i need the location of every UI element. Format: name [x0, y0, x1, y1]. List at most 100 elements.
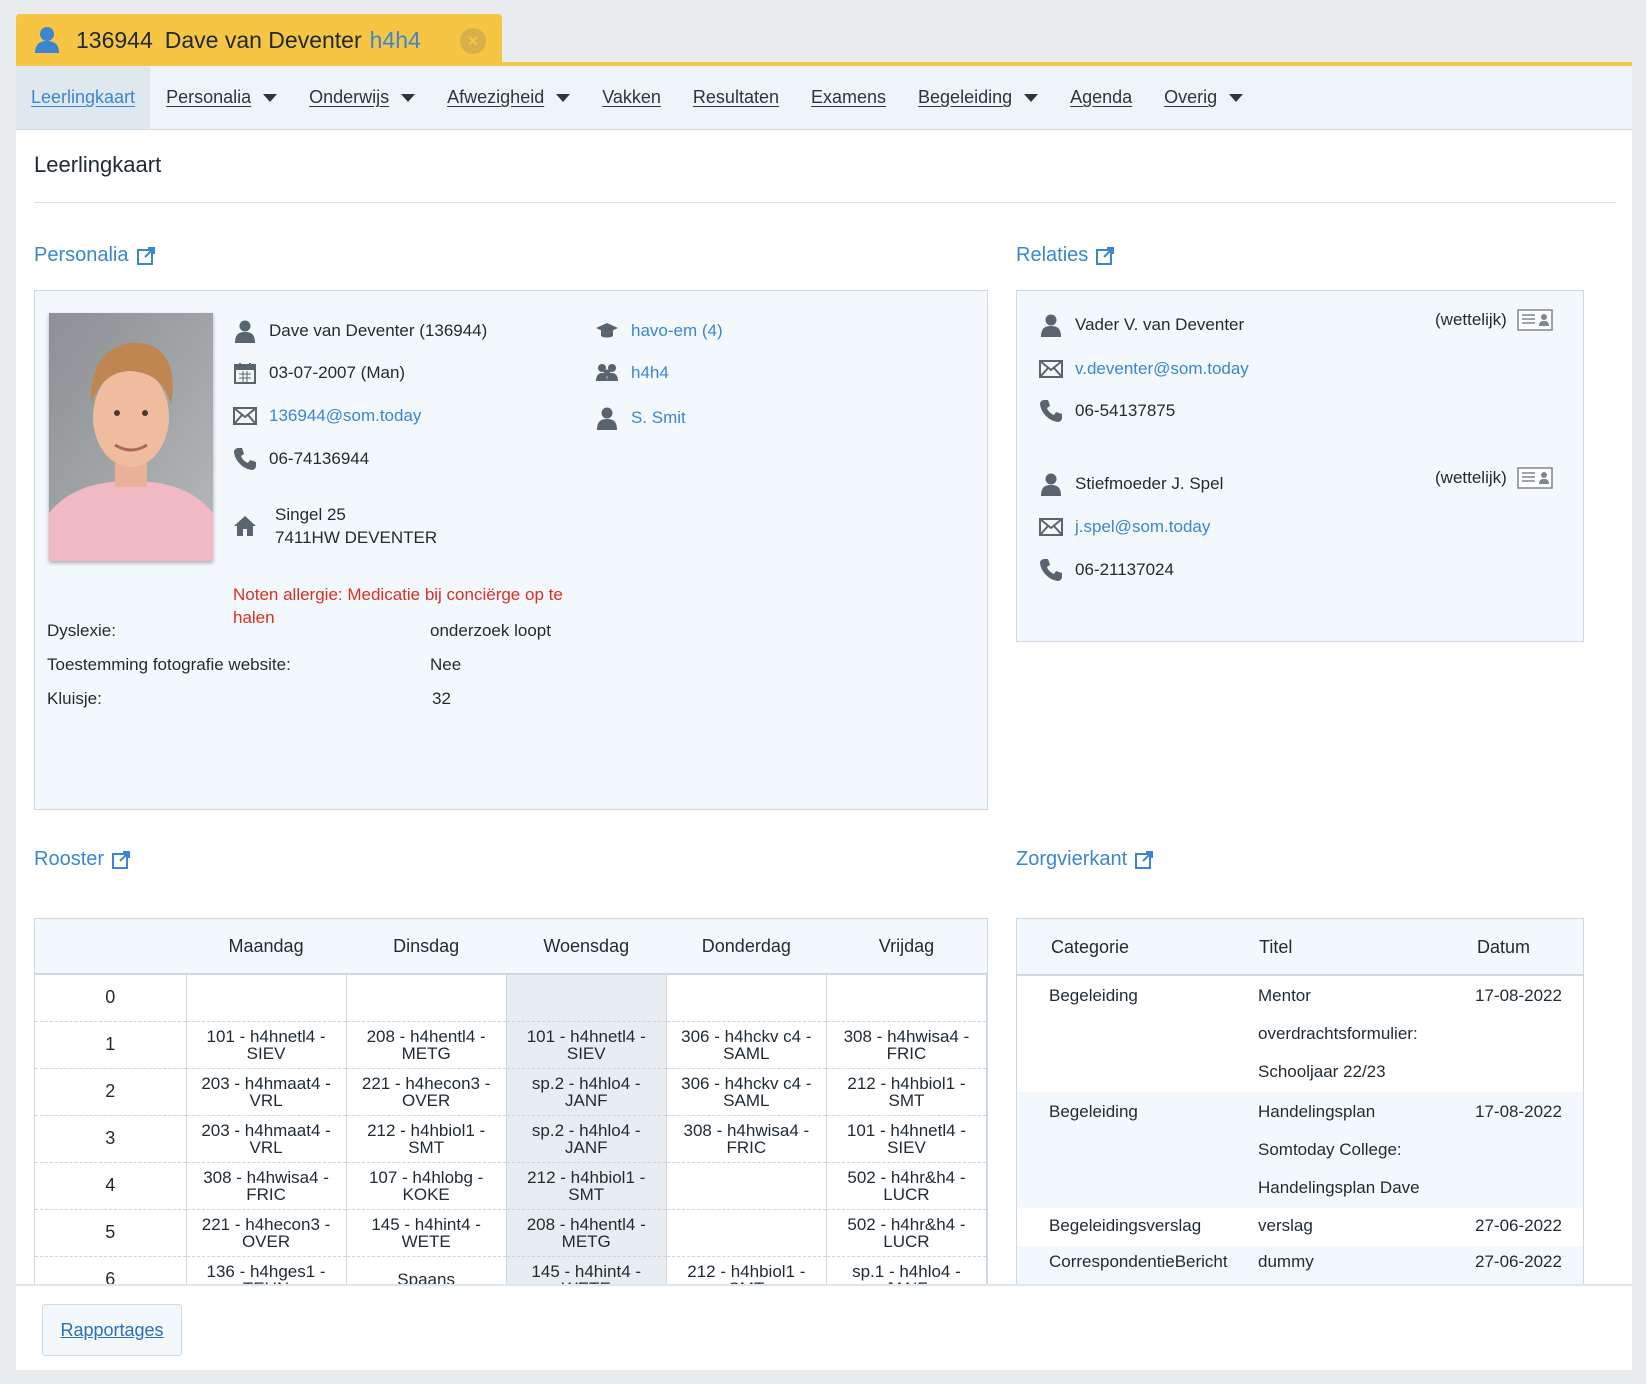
relation-email-link[interactable]: j.spel@som.today [1075, 517, 1211, 536]
relaties-heading[interactable]: Relaties [1016, 244, 1115, 267]
rooster-heading[interactable]: Rooster [34, 848, 131, 871]
field-value: Nee [430, 655, 462, 674]
caret-down-icon [556, 93, 571, 102]
envelope-icon [233, 407, 257, 425]
relation-legal: (wettelijk) [1435, 467, 1553, 489]
student-tab[interactable]: 136944 Dave van Deventer h4h4 × [16, 14, 502, 66]
user-icon [597, 407, 617, 430]
lesson-cell[interactable]: 212 - h4hbiol1 - SMT [826, 1068, 987, 1116]
user-icon [235, 320, 255, 343]
relaties-heading-label: Relaties [1016, 244, 1089, 266]
nav-onderwijs[interactable]: Onderwijs [293, 66, 431, 129]
lesson-cell[interactable]: 203 - h4hmaat4 - VRL [186, 1115, 347, 1163]
external-link-icon [136, 246, 155, 265]
relation-email-link[interactable]: v.deventer@som.today [1075, 359, 1249, 378]
mentor-link[interactable]: S. Smit [631, 408, 686, 427]
lesson-cell[interactable]: 145 - h4hint4 - WETE [346, 1209, 507, 1257]
lesson-cell[interactable]: 145 - h4hint4 - WETE [506, 1256, 667, 1287]
lesson-cell[interactable]: 101 - h4hnetl4 - SIEV [826, 1115, 987, 1163]
table-row[interactable]: Begeleidingsverslag verslag 27-06-2022 [1017, 1208, 1583, 1246]
envelope-icon [1039, 518, 1063, 536]
nav-examens[interactable]: Examens [795, 66, 902, 129]
hour-cell: 1 [35, 1021, 187, 1069]
lesson-cell[interactable]: sp.2 - h4hlo4 - JANF [506, 1115, 667, 1163]
nav-vakken[interactable]: Vakken [586, 66, 677, 129]
id-card-icon[interactable] [1517, 309, 1553, 331]
lesson-cell[interactable]: 101 - h4hnetl4 - SIEV [186, 1021, 347, 1069]
lesson-cell[interactable] [666, 1162, 827, 1210]
field-label: Toestemming fotografie website: [47, 655, 291, 674]
education-link[interactable]: havo-em (4) [631, 321, 723, 340]
lesson-cell[interactable]: 221 - h4hecon3 - OVER [346, 1068, 507, 1116]
rapportages-button[interactable]: Rapportages [42, 1304, 182, 1356]
lesson-cell[interactable]: 107 - h4hlobg - KOKE [346, 1162, 507, 1210]
lesson-cell[interactable]: 308 - h4hwisa4 - FRIC [826, 1021, 987, 1069]
external-link-icon [112, 850, 131, 869]
birth-date: 03-07-2007 (Man) [269, 363, 406, 382]
lesson-cell[interactable]: 306 - h4hckv c4 - SAML [666, 1021, 827, 1069]
table-row[interactable]: Begeleiding Handelingsplan Somtoday Coll… [1017, 1092, 1583, 1208]
lesson-cell[interactable] [666, 1209, 827, 1257]
lesson-cell[interactable] [186, 974, 347, 1022]
title-divider [34, 202, 1616, 203]
nav-begeleiding[interactable]: Begeleiding [902, 66, 1054, 129]
lesson-cell[interactable] [666, 974, 827, 1022]
hour-cell: 4 [35, 1162, 187, 1210]
lesson-cell[interactable] [506, 974, 667, 1022]
user-icon [1041, 314, 1061, 337]
table-row[interactable]: CorrespondentieBericht dummy 27-06-2022 [1017, 1246, 1583, 1284]
day-header: Donderdag [666, 919, 827, 975]
hour-cell: 0 [35, 974, 187, 1022]
field-label: Dyslexie: [47, 621, 116, 640]
lesson-cell[interactable]: 136 - h4hges1 - TEUN [186, 1256, 347, 1287]
lesson-cell[interactable]: 208 - h4hentl4 - METG [506, 1209, 667, 1257]
relation-legal-label: (wettelijk) [1435, 468, 1507, 487]
table-row[interactable]: Begeleiding Mentor overdrachtsformulier:… [1017, 976, 1583, 1092]
lesson-cell[interactable]: Spaans [346, 1256, 507, 1287]
lesson-cell[interactable]: 308 - h4hwisa4 - FRIC [666, 1115, 827, 1163]
zorg-titel-line: Mentor [1258, 986, 1311, 1005]
lesson-cell[interactable]: 306 - h4hckv c4 - SAML [666, 1068, 827, 1116]
student-fullname: Dave van Deventer (136944) [269, 321, 488, 340]
nav-afwezigheid[interactable]: Afwezigheid [431, 66, 586, 129]
lesson-cell[interactable]: 208 - h4hentl4 - METG [346, 1021, 507, 1069]
lesson-cell[interactable]: 203 - h4hmaat4 - VRL [186, 1068, 347, 1116]
lesson-cell[interactable]: 101 - h4hnetl4 - SIEV [506, 1021, 667, 1069]
lesson-cell[interactable]: 212 - h4hbiol1 - SMT [346, 1115, 507, 1163]
lesson-cell[interactable]: 308 - h4hwisa4 - FRIC [186, 1162, 347, 1210]
zorgvierkant-heading[interactable]: Zorgvierkant [1016, 848, 1154, 871]
nav-label: Leerlingkaart [31, 87, 136, 107]
caret-down-icon [263, 93, 278, 102]
nav-personalia[interactable]: Personalia [150, 66, 293, 129]
lesson-cell[interactable]: 502 - h4hr&h4 - LUCR [826, 1209, 987, 1257]
table-row: 6 136 - h4hges1 - TEUN Spaans 145 - h4hi… [35, 1256, 987, 1287]
nav-overig[interactable]: Overig [1148, 66, 1259, 129]
zorg-datum: 17-08-2022 [1475, 1102, 1562, 1121]
lesson-cell[interactable] [826, 974, 987, 1022]
zorg-titel-line: verslag [1258, 1216, 1313, 1235]
lesson-cell[interactable]: 221 - h4hecon3 - OVER [186, 1209, 347, 1257]
nav-label: Vakken [602, 87, 661, 107]
nav-agenda[interactable]: Agenda [1054, 66, 1148, 129]
personalia-heading[interactable]: Personalia [34, 244, 155, 267]
lesson-cell[interactable]: sp.2 - h4hlo4 - JANF [506, 1068, 667, 1116]
table-row: 0 [35, 974, 987, 1022]
lesson-cell[interactable]: 212 - h4hbiol1 - SMT [666, 1256, 827, 1287]
user-icon [35, 27, 59, 53]
nav-leerlingkaart[interactable]: Leerlingkaart [16, 66, 151, 129]
id-card-icon[interactable] [1517, 467, 1553, 489]
nav-resultaten[interactable]: Resultaten [677, 66, 795, 129]
phone-icon [1040, 559, 1062, 581]
lesson-cell[interactable]: sp.1 - h4hlo4 - JANF [826, 1256, 987, 1287]
zorg-titel-line: Handelingsplan Dave [1258, 1178, 1420, 1197]
student-email-link[interactable]: 136944@som.today [269, 406, 422, 425]
lesson-cell[interactable]: 212 - h4hbiol1 - SMT [506, 1162, 667, 1210]
relation-name-row: Stiefmoeder J. Spel [1039, 472, 1223, 496]
lesson-cell[interactable]: 502 - h4hr&h4 - LUCR [826, 1162, 987, 1210]
relation-phone-row: 06-21137024 [1039, 558, 1174, 582]
group-link[interactable]: h4h4 [631, 363, 669, 382]
lesson-cell[interactable] [346, 974, 507, 1022]
close-tab-icon[interactable]: × [460, 28, 486, 54]
external-link-icon [1096, 246, 1115, 265]
address-row: Singel 25 7411HW DEVENTER [233, 503, 437, 549]
